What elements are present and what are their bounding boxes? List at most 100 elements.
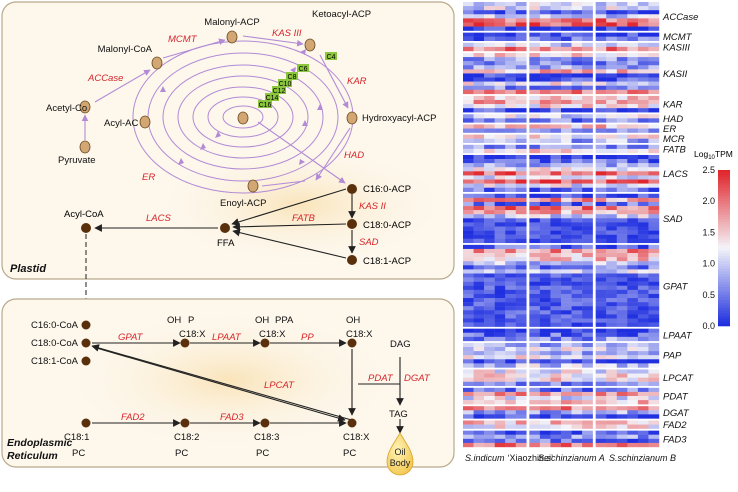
heatmap-cell xyxy=(648,342,660,348)
heatmap-cell xyxy=(539,269,551,274)
legend-title-suffix: TPM xyxy=(715,149,733,159)
heatmap-cell xyxy=(529,318,541,323)
heatmap-cell xyxy=(515,261,527,266)
heatmap-cell xyxy=(473,230,485,235)
heatmap-cell xyxy=(494,269,506,274)
heatmap-cell xyxy=(606,183,617,188)
heatmap-cell xyxy=(627,179,639,184)
heatmap-cell xyxy=(539,193,551,199)
heatmap-cell xyxy=(539,289,551,295)
heatmap-cell xyxy=(529,373,541,378)
heatmap-cell xyxy=(627,18,639,23)
legend-color-step xyxy=(718,271,730,275)
heatmap-cell xyxy=(582,134,593,139)
heatmap-cell xyxy=(515,234,527,239)
heatmap-cell xyxy=(529,336,541,342)
heatmap-cell xyxy=(616,42,628,48)
heatmap-cell xyxy=(473,73,485,78)
heatmap-cell xyxy=(473,424,485,429)
heatmap-cell xyxy=(627,265,639,270)
legend-color-step xyxy=(718,305,730,309)
heatmap-cell xyxy=(505,61,516,66)
chain-c8: C8 xyxy=(288,74,297,81)
heatmap-cell xyxy=(648,206,660,211)
heatmap-cell xyxy=(616,81,628,86)
heatmap-cell xyxy=(494,430,506,435)
heatmap-cell xyxy=(637,302,649,307)
heatmap-cell xyxy=(616,89,628,95)
heatmap-cell xyxy=(484,197,495,203)
heatmap-cell xyxy=(550,332,562,338)
heatmap-cell xyxy=(550,342,562,348)
heatmap-cell xyxy=(539,183,551,188)
heatmap-cell xyxy=(637,336,649,342)
heatmap-cell xyxy=(637,261,649,266)
heatmap-cell xyxy=(582,108,593,113)
heatmap-cell xyxy=(529,248,541,254)
heatmap-cell xyxy=(463,244,474,250)
heatmap-cell xyxy=(515,95,527,101)
heatmap-cell xyxy=(616,277,628,282)
heatmap-cell xyxy=(637,154,649,160)
heatmap-cell xyxy=(539,57,551,62)
heatmap-cell xyxy=(539,226,551,231)
heatmap-cell xyxy=(648,218,660,223)
heatmap-cell xyxy=(505,26,516,31)
heatmap-cell xyxy=(550,2,562,7)
heatmap-cell xyxy=(550,167,562,172)
heatmap-cell xyxy=(539,265,551,270)
heatmap-cell xyxy=(571,138,583,143)
gene-label-gpat: GPAT xyxy=(663,281,689,292)
heatmap-cell xyxy=(595,6,607,11)
heatmap-cell xyxy=(571,175,583,180)
heatmap-cell xyxy=(606,391,617,397)
legend-color-step xyxy=(718,274,730,277)
heatmap-cell xyxy=(463,226,474,231)
heatmap-cell xyxy=(550,244,562,250)
heatmap-cell xyxy=(515,265,527,270)
heatmap-cell xyxy=(648,430,660,435)
heatmap-cell xyxy=(550,377,562,382)
label-oh-2: OH xyxy=(255,315,269,326)
heatmap-cell xyxy=(571,369,583,374)
label-ffa: FFA xyxy=(217,238,235,249)
gene-label-lpaat: LPAAT xyxy=(663,330,693,341)
heatmap-cell xyxy=(494,14,506,19)
heatmap-cell xyxy=(637,289,649,295)
heatmap-cell xyxy=(539,144,551,150)
heatmap-cell xyxy=(539,322,551,327)
label-pc-1: PC xyxy=(72,448,85,459)
chain-c4: C4 xyxy=(327,54,336,61)
heatmap-cell xyxy=(463,159,474,164)
heatmap-cell xyxy=(637,69,649,74)
heatmap-cell xyxy=(616,238,628,244)
heatmap-cell xyxy=(515,214,527,219)
heatmap-cell xyxy=(505,148,516,154)
heatmap-cell xyxy=(606,342,617,348)
legend-color-step xyxy=(718,211,730,215)
heatmap-cell xyxy=(529,183,541,188)
heatmap-cell xyxy=(616,347,628,352)
heatmap-cell xyxy=(494,104,506,109)
heatmap-cell xyxy=(595,52,607,58)
heatmap-cell xyxy=(505,369,516,374)
heatmap-cell xyxy=(505,328,516,333)
heatmap-cell xyxy=(606,2,617,7)
label-oh-1: OH xyxy=(167,315,181,326)
heatmap-cell xyxy=(515,322,527,327)
heatmap-cell xyxy=(515,85,527,90)
heatmap-cell xyxy=(616,32,628,37)
heatmap-cell xyxy=(637,134,649,139)
heatmap-cell xyxy=(484,265,495,270)
heatmap-cell xyxy=(606,42,617,48)
heatmap-cell xyxy=(539,222,551,227)
heatmap-cell xyxy=(539,81,551,86)
heatmap-cell xyxy=(484,22,495,27)
heatmap-cell xyxy=(606,222,617,227)
heatmap-cell xyxy=(627,347,639,352)
heatmap-cell xyxy=(616,234,628,239)
heatmap-cell xyxy=(616,328,628,333)
heatmap-cell xyxy=(582,138,593,143)
heatmap-cell xyxy=(494,332,506,338)
heatmap-cell xyxy=(648,381,660,387)
